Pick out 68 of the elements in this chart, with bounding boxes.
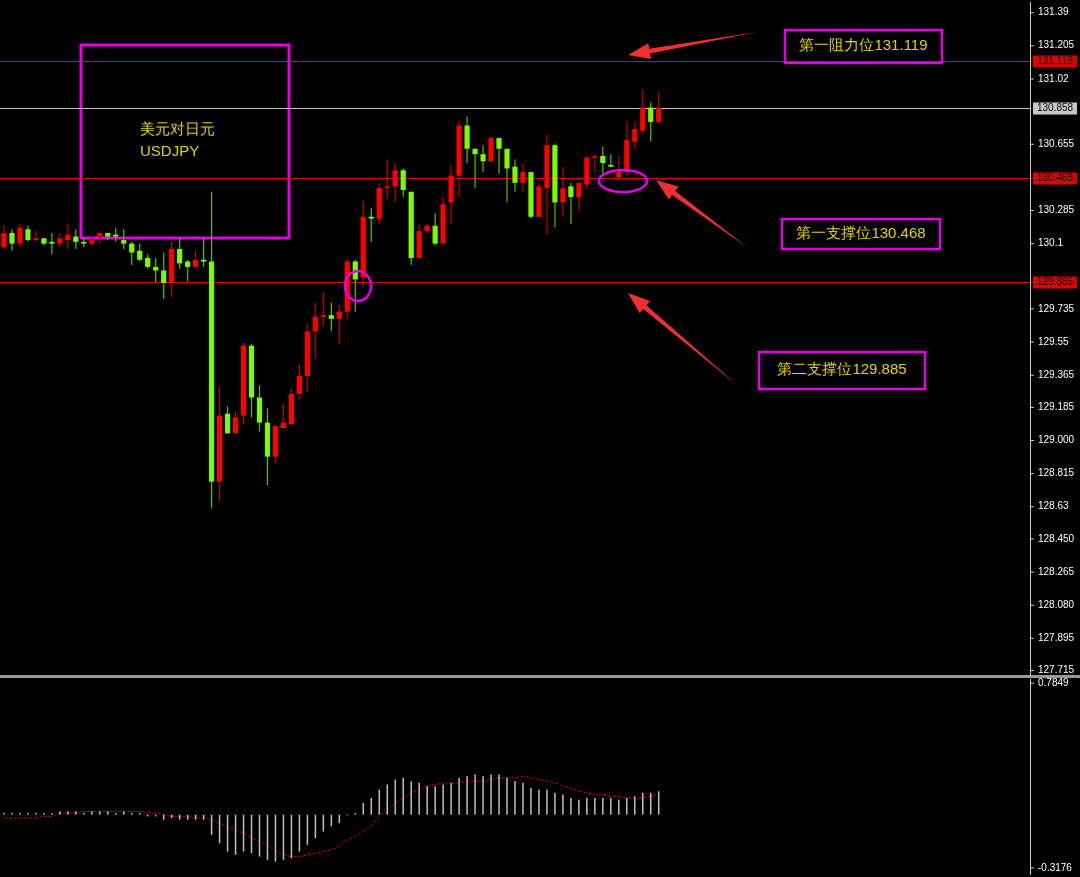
text: USDJPY	[140, 142, 200, 159]
y-tick-label: 131.02	[1038, 72, 1070, 84]
candlestick	[560, 166, 566, 218]
candlestick	[384, 158, 390, 200]
candlestick	[17, 223, 23, 248]
y-tick-label: 130.655	[1038, 137, 1075, 149]
y-tick-label: 128.63	[1038, 500, 1070, 512]
candlestick	[472, 148, 478, 189]
annotation: 第一阻力位131.119	[799, 36, 928, 54]
candlestick	[392, 162, 398, 204]
y-tick-label: 128.450	[1038, 532, 1075, 544]
y-tick-label: 128.080	[1038, 598, 1075, 610]
candlestick	[512, 158, 518, 193]
candlestick	[201, 237, 207, 268]
candlestick	[504, 148, 510, 204]
y-tick-label: 128.815	[1038, 467, 1075, 479]
y-tick-label: 129.735	[1038, 302, 1075, 314]
y-tick-label: 0.7849	[1038, 676, 1070, 688]
candlestick	[600, 146, 606, 175]
annotation: 第一支撑位130.468	[796, 223, 926, 241]
y-tick-label: 128.265	[1038, 565, 1075, 577]
candlestick	[488, 135, 494, 162]
candlestick	[9, 228, 15, 252]
candlestick	[568, 182, 574, 225]
candlestick	[57, 232, 63, 248]
candlestick	[368, 207, 374, 243]
candlestick	[432, 212, 438, 247]
candlestick	[400, 167, 406, 198]
candlestick	[129, 241, 135, 266]
candlestick	[576, 182, 582, 213]
y-tick-label: 127.895	[1038, 631, 1075, 643]
candlestick	[177, 237, 183, 270]
y-tick-label: 127.715	[1038, 664, 1075, 676]
candlestick	[33, 230, 39, 243]
candlestick	[1, 225, 7, 250]
candlestick	[224, 405, 231, 434]
ref-line-label: 131.119	[1037, 55, 1074, 67]
candlestick	[336, 303, 342, 345]
y-tick-label: 130.1	[1038, 237, 1064, 249]
y-tick-label: 129.185	[1038, 401, 1075, 413]
candlestick	[121, 228, 127, 250]
candlestick	[640, 89, 646, 136]
annotation: 第二支撑位129.885	[777, 360, 907, 378]
ref-line-label: 130.468	[1036, 172, 1074, 184]
y-tick-label: 131.205	[1038, 39, 1075, 51]
candlestick	[161, 251, 167, 300]
candlestick	[312, 302, 318, 359]
candlestick	[520, 162, 526, 193]
candlestick	[49, 232, 55, 255]
ref-line-label: 130.858	[1036, 102, 1074, 114]
candlestick	[656, 90, 662, 125]
candlestick	[73, 228, 79, 250]
candlestick	[480, 144, 486, 173]
y-tick-label: 131.39	[1038, 6, 1070, 18]
y-tick-label: -0.3176	[1038, 861, 1073, 873]
y-tick-label: 129.365	[1038, 368, 1075, 380]
y-tick-label: 129.000	[1038, 434, 1075, 446]
candlestick	[320, 291, 326, 327]
text: 美元对日元	[140, 120, 215, 137]
candlestick	[632, 121, 638, 150]
y-tick-label: 130.285	[1038, 204, 1075, 216]
candlestick	[296, 362, 303, 400]
ref-line-label: 129.885	[1036, 276, 1074, 288]
candlestick	[496, 137, 502, 175]
candlestick	[648, 101, 654, 143]
candlestick	[328, 302, 334, 332]
y-tick-label: 129.55	[1038, 335, 1070, 347]
candlestick	[464, 115, 470, 164]
